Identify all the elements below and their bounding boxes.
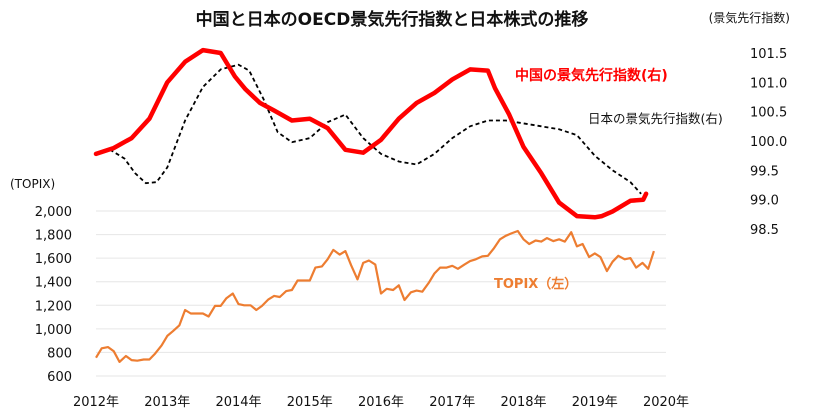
left-tick-label: 800 xyxy=(47,346,72,361)
chart-title: 中国と日本のOECD景気先行指数と日本株式の推移 xyxy=(196,9,589,30)
annotation-topix: TOPIX（左） xyxy=(494,276,577,292)
x-tick-label: 2019年 xyxy=(572,395,618,410)
right-tick-label: 98.5 xyxy=(750,223,779,238)
right-tick-label: 101.0 xyxy=(750,76,787,91)
x-tick-label: 2020年 xyxy=(643,395,689,410)
x-tick-label: 2018年 xyxy=(500,395,546,410)
x-tick-label: 2016年 xyxy=(358,395,404,410)
right-tick-label: 99.0 xyxy=(750,194,779,209)
left-axis-unit-label: (TOPIX) xyxy=(10,177,55,191)
x-tick-label: 2017年 xyxy=(429,395,475,410)
left-tick-label: 1,000 xyxy=(35,323,72,338)
right-tick-label: 99.5 xyxy=(750,164,779,179)
left-tick-label: 1,800 xyxy=(35,229,72,244)
left-tick-label: 600 xyxy=(47,370,72,385)
x-axis-ticks: 2012年 2013年 2014年 2015年 2016年 2017年 2018年 2019年… xyxy=(73,395,689,410)
x-tick-label: 2015年 xyxy=(287,395,333,410)
right-tick-label: 101.5 xyxy=(750,47,787,62)
x-tick-label: 2012年 xyxy=(73,395,119,410)
annotation-china-cli: 中国の景気先行指数(右) xyxy=(515,67,668,84)
x-tick-label: 2014年 xyxy=(215,395,261,410)
right-axis-unit-label: (景気先行指数) xyxy=(709,10,790,25)
right-tick-label: 100.5 xyxy=(750,106,787,121)
right-tick-label: 100.0 xyxy=(750,135,787,150)
left-tick-label: 1,200 xyxy=(35,299,72,314)
series-layer xyxy=(93,47,655,363)
left-axis-ticks: 600 800 1,000 1,200 1,400 1,600 1,800 2,000 xyxy=(35,205,72,385)
right-axis-ticks: 98.5 99.0 99.5 100.0 100.5 101.0 101.5 xyxy=(750,47,787,238)
left-tick-label: 1,600 xyxy=(35,252,72,267)
gridlines xyxy=(96,210,666,377)
left-tick-label: 2,000 xyxy=(35,205,72,220)
left-tick-label: 1,400 xyxy=(35,276,72,291)
series-line-japan-cli xyxy=(95,63,642,195)
annotation-japan-cli: 日本の景気先行指数(右) xyxy=(588,111,723,126)
series-line-topix xyxy=(95,229,655,363)
series-line-china-cli xyxy=(93,47,649,220)
x-tick-label: 2013年 xyxy=(144,395,190,410)
